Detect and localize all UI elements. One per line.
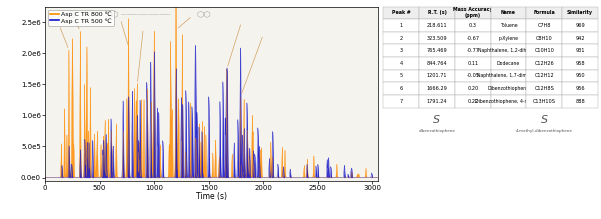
Text: ⬡⬡: ⬡⬡ — [104, 10, 119, 19]
Text: ⬡: ⬡ — [66, 10, 75, 20]
Text: S: S — [433, 115, 441, 125]
Text: 4-methyl-dibenzothiophene: 4-methyl-dibenzothiophene — [516, 129, 573, 133]
Text: ―――――――――: ――――――――― — [121, 12, 170, 17]
Text: dibenzothiophene: dibenzothiophene — [418, 129, 456, 133]
X-axis label: Time (s): Time (s) — [196, 192, 227, 201]
Text: S: S — [541, 115, 548, 125]
Text: ⬡: ⬡ — [50, 12, 59, 22]
Legend: Asp C TR 800 ℃, Asp C TR 500 ℃: Asp C TR 800 ℃, Asp C TR 500 ℃ — [48, 10, 114, 25]
Text: ⬡⬡: ⬡⬡ — [196, 10, 210, 19]
